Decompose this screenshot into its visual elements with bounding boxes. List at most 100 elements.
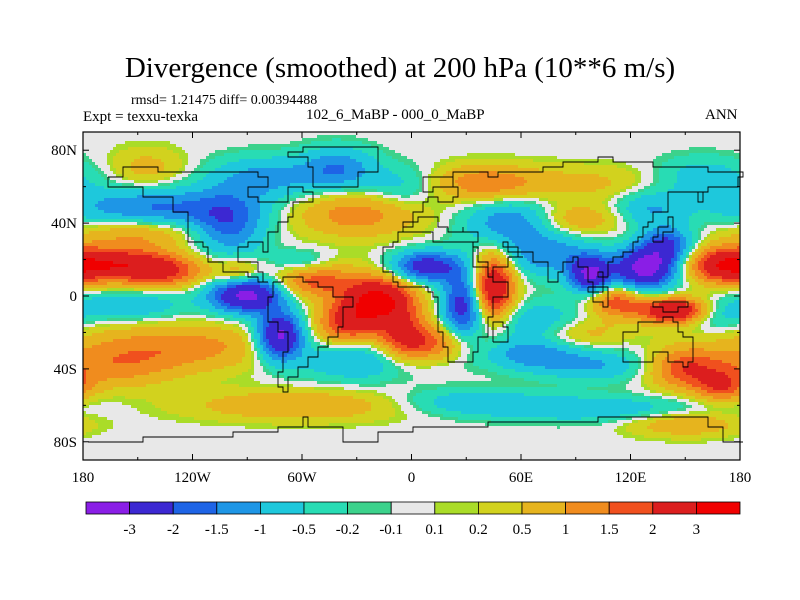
field-cell	[377, 264, 384, 268]
field-cell	[224, 342, 246, 346]
field-cell	[701, 258, 708, 262]
field-cell	[125, 396, 225, 400]
field-cell	[281, 288, 288, 292]
field-cell	[626, 291, 633, 295]
field-cell	[599, 303, 609, 307]
field-cell	[401, 408, 417, 412]
field-cell	[407, 261, 414, 265]
field-cell	[194, 255, 204, 259]
field-cell	[329, 318, 336, 322]
field-cell	[617, 432, 633, 436]
field-cell	[611, 213, 615, 217]
field-cell	[371, 405, 393, 409]
field-cell	[242, 357, 252, 361]
field-cell	[644, 234, 654, 238]
field-cell	[392, 231, 423, 235]
field-cell	[389, 399, 396, 403]
field-cell	[224, 153, 300, 157]
field-cell	[329, 246, 378, 250]
field-cell	[671, 270, 678, 274]
field-cell	[422, 324, 432, 328]
field-cell	[698, 228, 705, 232]
field-cell	[458, 327, 471, 331]
field-cell	[83, 435, 93, 439]
field-cell	[620, 192, 630, 196]
field-cell	[626, 168, 639, 172]
field-cell	[632, 252, 654, 256]
field-cell	[395, 303, 408, 307]
field-cell	[263, 357, 273, 361]
field-cell	[191, 237, 195, 241]
field-cell	[677, 288, 687, 292]
field-cell	[557, 426, 561, 430]
field-cell	[179, 153, 189, 157]
field-cell	[680, 285, 684, 289]
field-cell	[608, 204, 615, 208]
field-cell	[191, 300, 210, 304]
field-cell	[410, 279, 417, 283]
field-cell	[695, 270, 702, 274]
field-cell	[242, 414, 354, 418]
field-cell	[434, 189, 444, 193]
field-cell	[215, 150, 240, 154]
field-cell	[668, 270, 672, 274]
field-cell	[83, 294, 198, 298]
field-cell	[599, 294, 603, 298]
field-cell	[527, 258, 567, 262]
field-cell	[632, 186, 645, 190]
field-cell	[698, 264, 705, 268]
field-cell	[422, 186, 429, 190]
field-cell	[521, 306, 534, 310]
field-cell	[419, 300, 429, 304]
field-cell	[185, 375, 237, 379]
field-cell	[176, 282, 192, 286]
field-cell	[623, 282, 636, 286]
field-cell	[428, 192, 435, 196]
field-cell	[293, 228, 315, 232]
colorbar-swatch	[434, 501, 479, 515]
field-cell	[467, 153, 516, 157]
field-cell	[377, 351, 384, 355]
field-cell	[83, 168, 96, 172]
field-cell	[287, 228, 294, 232]
field-cell	[311, 330, 315, 334]
field-cell	[173, 237, 183, 241]
field-cell	[482, 255, 501, 259]
field-cell	[392, 255, 405, 259]
field-cell	[182, 162, 189, 166]
field-cell	[98, 423, 114, 427]
field-cell	[467, 303, 471, 307]
field-cell	[710, 315, 714, 319]
field-cell	[677, 399, 690, 403]
field-cell	[365, 351, 378, 355]
field-cell	[515, 261, 519, 265]
field-cell	[500, 249, 504, 253]
field-cell	[536, 210, 546, 214]
field-cell	[440, 309, 447, 313]
field-cell	[611, 306, 651, 310]
field-cell	[305, 327, 309, 331]
field-cell	[179, 312, 201, 316]
field-cell	[188, 159, 201, 163]
field-cell	[467, 342, 471, 346]
field-cell	[584, 303, 588, 307]
field-cell	[383, 165, 411, 169]
field-cell	[470, 300, 474, 304]
field-cell	[335, 321, 414, 325]
field-cell	[83, 429, 93, 433]
field-cell	[458, 264, 465, 268]
field-cell	[632, 420, 639, 424]
field-cell	[728, 423, 741, 427]
field-cell	[323, 312, 330, 316]
field-cell	[143, 291, 186, 295]
field-cell	[278, 198, 291, 202]
field-cell	[611, 210, 618, 214]
field-cell	[197, 246, 201, 250]
field-cell	[473, 303, 477, 307]
field-cell	[479, 270, 483, 274]
field-cell	[260, 351, 267, 355]
field-cell	[344, 294, 363, 298]
field-cell	[326, 165, 345, 169]
field-cell	[323, 192, 348, 196]
field-cell	[335, 312, 357, 316]
